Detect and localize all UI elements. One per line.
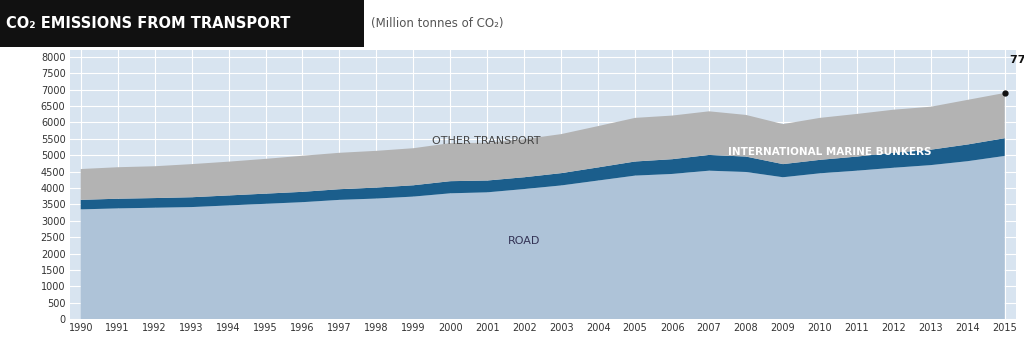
- Text: INTERNATIONAL MARINE BUNKERS: INTERNATIONAL MARINE BUNKERS: [727, 147, 931, 157]
- Text: 7738 Mt.: 7738 Mt.: [1011, 55, 1024, 65]
- Text: CO₂ EMISSIONS FROM TRANSPORT: CO₂ EMISSIONS FROM TRANSPORT: [6, 16, 291, 31]
- Text: ROAD: ROAD: [508, 236, 541, 246]
- FancyBboxPatch shape: [0, 0, 364, 47]
- Text: (Million tonnes of CO₂): (Million tonnes of CO₂): [371, 17, 503, 30]
- Text: OTHER TRANSPORT: OTHER TRANSPORT: [432, 135, 541, 145]
